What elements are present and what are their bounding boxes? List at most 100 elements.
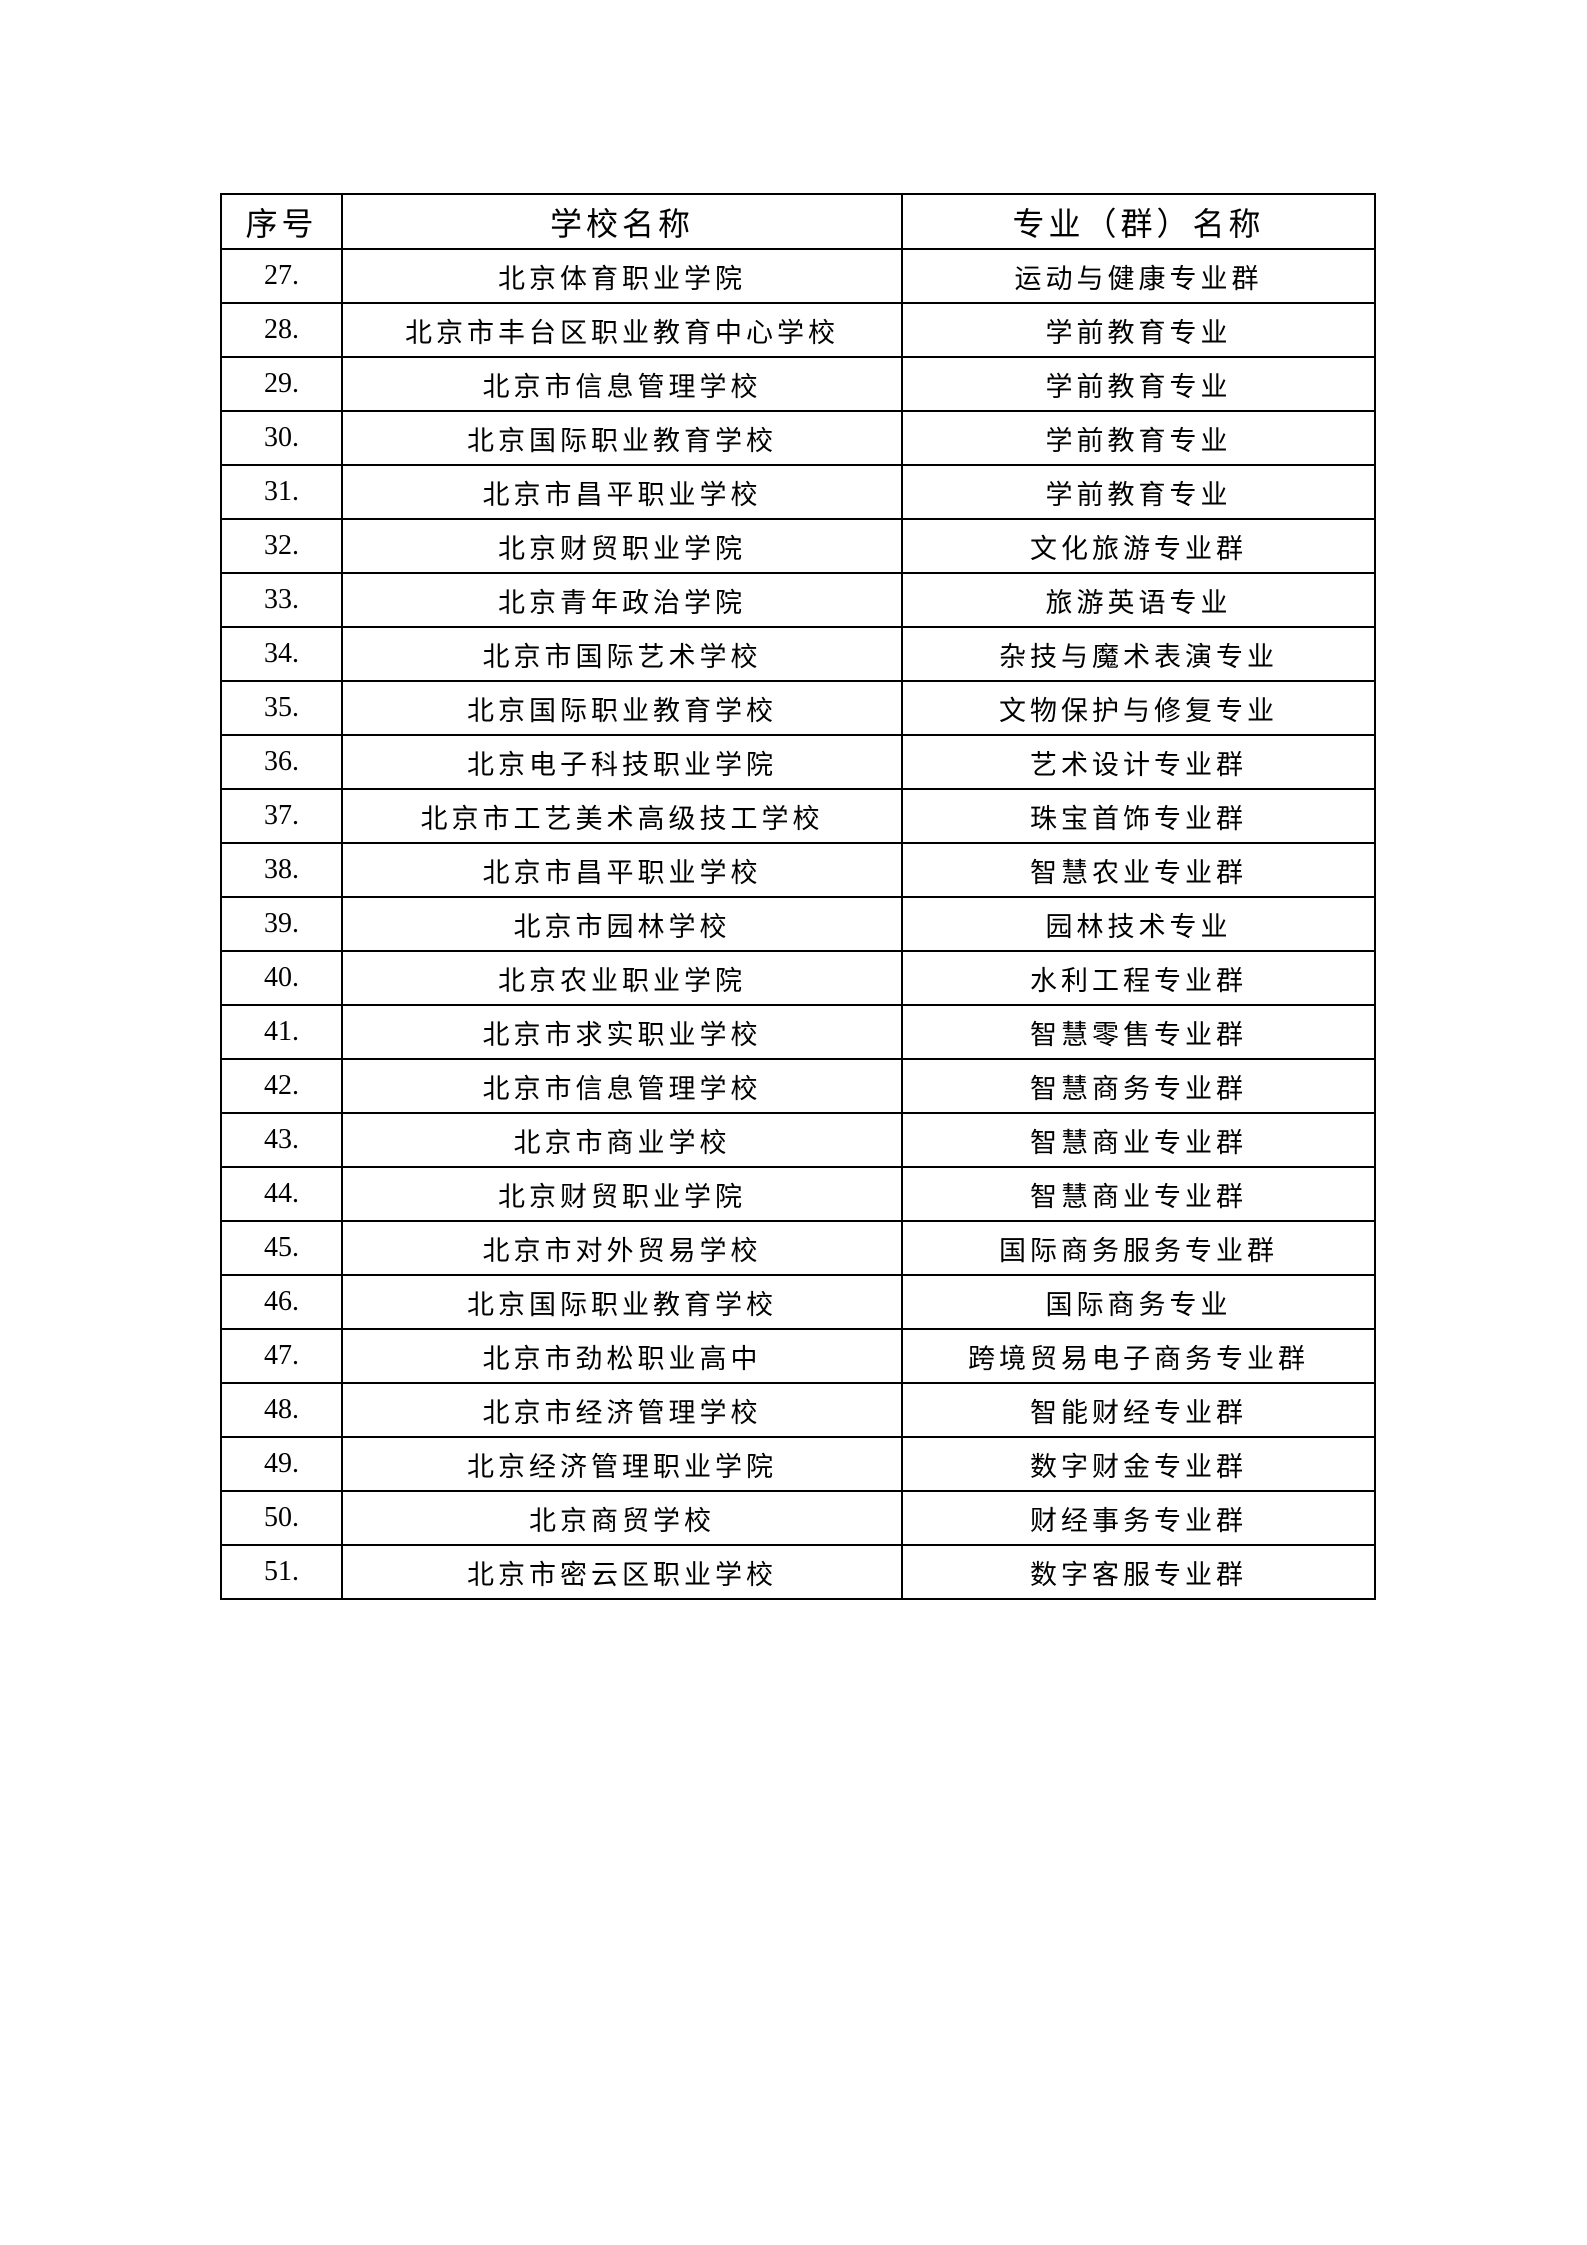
table-row: 42. 北京市信息管理学校 智慧商务专业群 xyxy=(220,1058,1376,1114)
table-row: 43. 北京市商业学校 智慧商业专业群 xyxy=(220,1112,1376,1168)
school-cell: 北京市昌平职业学校 xyxy=(341,464,903,520)
major-cell: 园林技术专业 xyxy=(901,896,1376,952)
table-row: 28. 北京市丰台区职业教育中心学校 学前教育专业 xyxy=(220,302,1376,358)
school-cell: 北京市工艺美术高级技工学校 xyxy=(341,788,903,844)
index-cell: 46. xyxy=(220,1274,343,1330)
school-cell: 北京市经济管理学校 xyxy=(341,1382,903,1438)
table-row: 41. 北京市求实职业学校 智慧零售专业群 xyxy=(220,1004,1376,1060)
major-cell: 学前教育专业 xyxy=(901,302,1376,358)
index-cell: 35. xyxy=(220,680,343,736)
index-cell: 41. xyxy=(220,1004,343,1060)
major-cell: 智慧商业专业群 xyxy=(901,1166,1376,1222)
index-cell: 50. xyxy=(220,1490,343,1546)
index-cell: 42. xyxy=(220,1058,343,1114)
index-cell: 49. xyxy=(220,1436,343,1492)
table-row: 33. 北京青年政治学院 旅游英语专业 xyxy=(220,572,1376,628)
school-cell: 北京体育职业学院 xyxy=(341,248,903,304)
table-row: 45. 北京市对外贸易学校 国际商务服务专业群 xyxy=(220,1220,1376,1276)
school-cell: 北京市园林学校 xyxy=(341,896,903,952)
school-cell: 北京市密云区职业学校 xyxy=(341,1544,903,1600)
major-cell: 智慧农业专业群 xyxy=(901,842,1376,898)
major-cell: 数字财金专业群 xyxy=(901,1436,1376,1492)
index-cell: 28. xyxy=(220,302,343,358)
major-cell: 学前教育专业 xyxy=(901,356,1376,412)
major-cell: 艺术设计专业群 xyxy=(901,734,1376,790)
index-cell: 51. xyxy=(220,1544,343,1600)
index-cell: 48. xyxy=(220,1382,343,1438)
school-major-table: 序号 学校名称 专业（群）名称 27. 北京体育职业学院 运动与健康专业群 28. 北京… xyxy=(220,193,1376,1600)
index-cell: 44. xyxy=(220,1166,343,1222)
major-cell: 旅游英语专业 xyxy=(901,572,1376,628)
major-cell: 国际商务专业 xyxy=(901,1274,1376,1330)
table-row: 47. 北京市劲松职业高中 跨境贸易电子商务专业群 xyxy=(220,1328,1376,1384)
table-row: 49. 北京经济管理职业学院 数字财金专业群 xyxy=(220,1436,1376,1492)
major-cell: 珠宝首饰专业群 xyxy=(901,788,1376,844)
major-cell: 水利工程专业群 xyxy=(901,950,1376,1006)
school-cell: 北京市商业学校 xyxy=(341,1112,903,1168)
index-cell: 36. xyxy=(220,734,343,790)
index-cell: 29. xyxy=(220,356,343,412)
index-cell: 47. xyxy=(220,1328,343,1384)
table-row: 31. 北京市昌平职业学校 学前教育专业 xyxy=(220,464,1376,520)
table-row: 34. 北京市国际艺术学校 杂技与魔术表演专业 xyxy=(220,626,1376,682)
school-cell: 北京市昌平职业学校 xyxy=(341,842,903,898)
index-cell: 37. xyxy=(220,788,343,844)
index-cell: 40. xyxy=(220,950,343,1006)
major-cell: 智慧零售专业群 xyxy=(901,1004,1376,1060)
table-row: 44. 北京财贸职业学院 智慧商业专业群 xyxy=(220,1166,1376,1222)
table-row: 48. 北京市经济管理学校 智能财经专业群 xyxy=(220,1382,1376,1438)
index-cell: 33. xyxy=(220,572,343,628)
school-cell: 北京商贸学校 xyxy=(341,1490,903,1546)
school-cell: 北京农业职业学院 xyxy=(341,950,903,1006)
table-row: 51. 北京市密云区职业学校 数字客服专业群 xyxy=(220,1544,1376,1600)
index-cell: 45. xyxy=(220,1220,343,1276)
major-cell: 运动与健康专业群 xyxy=(901,248,1376,304)
table-row: 46. 北京国际职业教育学校 国际商务专业 xyxy=(220,1274,1376,1330)
header-major: 专业（群）名称 xyxy=(901,193,1376,250)
table-row: 40. 北京农业职业学院 水利工程专业群 xyxy=(220,950,1376,1006)
major-cell: 国际商务服务专业群 xyxy=(901,1220,1376,1276)
school-cell: 北京国际职业教育学校 xyxy=(341,1274,903,1330)
school-cell: 北京市信息管理学校 xyxy=(341,356,903,412)
major-cell: 文化旅游专业群 xyxy=(901,518,1376,574)
school-cell: 北京市信息管理学校 xyxy=(341,1058,903,1114)
major-cell: 学前教育专业 xyxy=(901,410,1376,466)
table-row: 29. 北京市信息管理学校 学前教育专业 xyxy=(220,356,1376,412)
index-cell: 32. xyxy=(220,518,343,574)
index-cell: 43. xyxy=(220,1112,343,1168)
major-cell: 文物保护与修复专业 xyxy=(901,680,1376,736)
table-row: 50. 北京商贸学校 财经事务专业群 xyxy=(220,1490,1376,1546)
index-cell: 30. xyxy=(220,410,343,466)
school-cell: 北京市国际艺术学校 xyxy=(341,626,903,682)
table-row: 38. 北京市昌平职业学校 智慧农业专业群 xyxy=(220,842,1376,898)
table-row: 32. 北京财贸职业学院 文化旅游专业群 xyxy=(220,518,1376,574)
school-cell: 北京市丰台区职业教育中心学校 xyxy=(341,302,903,358)
school-cell: 北京国际职业教育学校 xyxy=(341,680,903,736)
table-row: 35. 北京国际职业教育学校 文物保护与修复专业 xyxy=(220,680,1376,736)
school-cell: 北京财贸职业学院 xyxy=(341,518,903,574)
school-cell: 北京国际职业教育学校 xyxy=(341,410,903,466)
major-cell: 跨境贸易电子商务专业群 xyxy=(901,1328,1376,1384)
index-cell: 31. xyxy=(220,464,343,520)
table-row: 27. 北京体育职业学院 运动与健康专业群 xyxy=(220,248,1376,304)
major-cell: 杂技与魔术表演专业 xyxy=(901,626,1376,682)
school-cell: 北京市对外贸易学校 xyxy=(341,1220,903,1276)
table-row: 30. 北京国际职业教育学校 学前教育专业 xyxy=(220,410,1376,466)
school-cell: 北京市劲松职业高中 xyxy=(341,1328,903,1384)
table-row: 39. 北京市园林学校 园林技术专业 xyxy=(220,896,1376,952)
school-cell: 北京经济管理职业学院 xyxy=(341,1436,903,1492)
major-cell: 数字客服专业群 xyxy=(901,1544,1376,1600)
index-cell: 39. xyxy=(220,896,343,952)
index-cell: 27. xyxy=(220,248,343,304)
table-row: 37. 北京市工艺美术高级技工学校 珠宝首饰专业群 xyxy=(220,788,1376,844)
school-cell: 北京财贸职业学院 xyxy=(341,1166,903,1222)
header-school: 学校名称 xyxy=(341,193,903,250)
major-cell: 智慧商业专业群 xyxy=(901,1112,1376,1168)
school-cell: 北京市求实职业学校 xyxy=(341,1004,903,1060)
major-cell: 智能财经专业群 xyxy=(901,1382,1376,1438)
index-cell: 38. xyxy=(220,842,343,898)
index-cell: 34. xyxy=(220,626,343,682)
table-row: 36. 北京电子科技职业学院 艺术设计专业群 xyxy=(220,734,1376,790)
school-cell: 北京青年政治学院 xyxy=(341,572,903,628)
header-row: 序号 学校名称 专业（群）名称 xyxy=(220,193,1376,250)
